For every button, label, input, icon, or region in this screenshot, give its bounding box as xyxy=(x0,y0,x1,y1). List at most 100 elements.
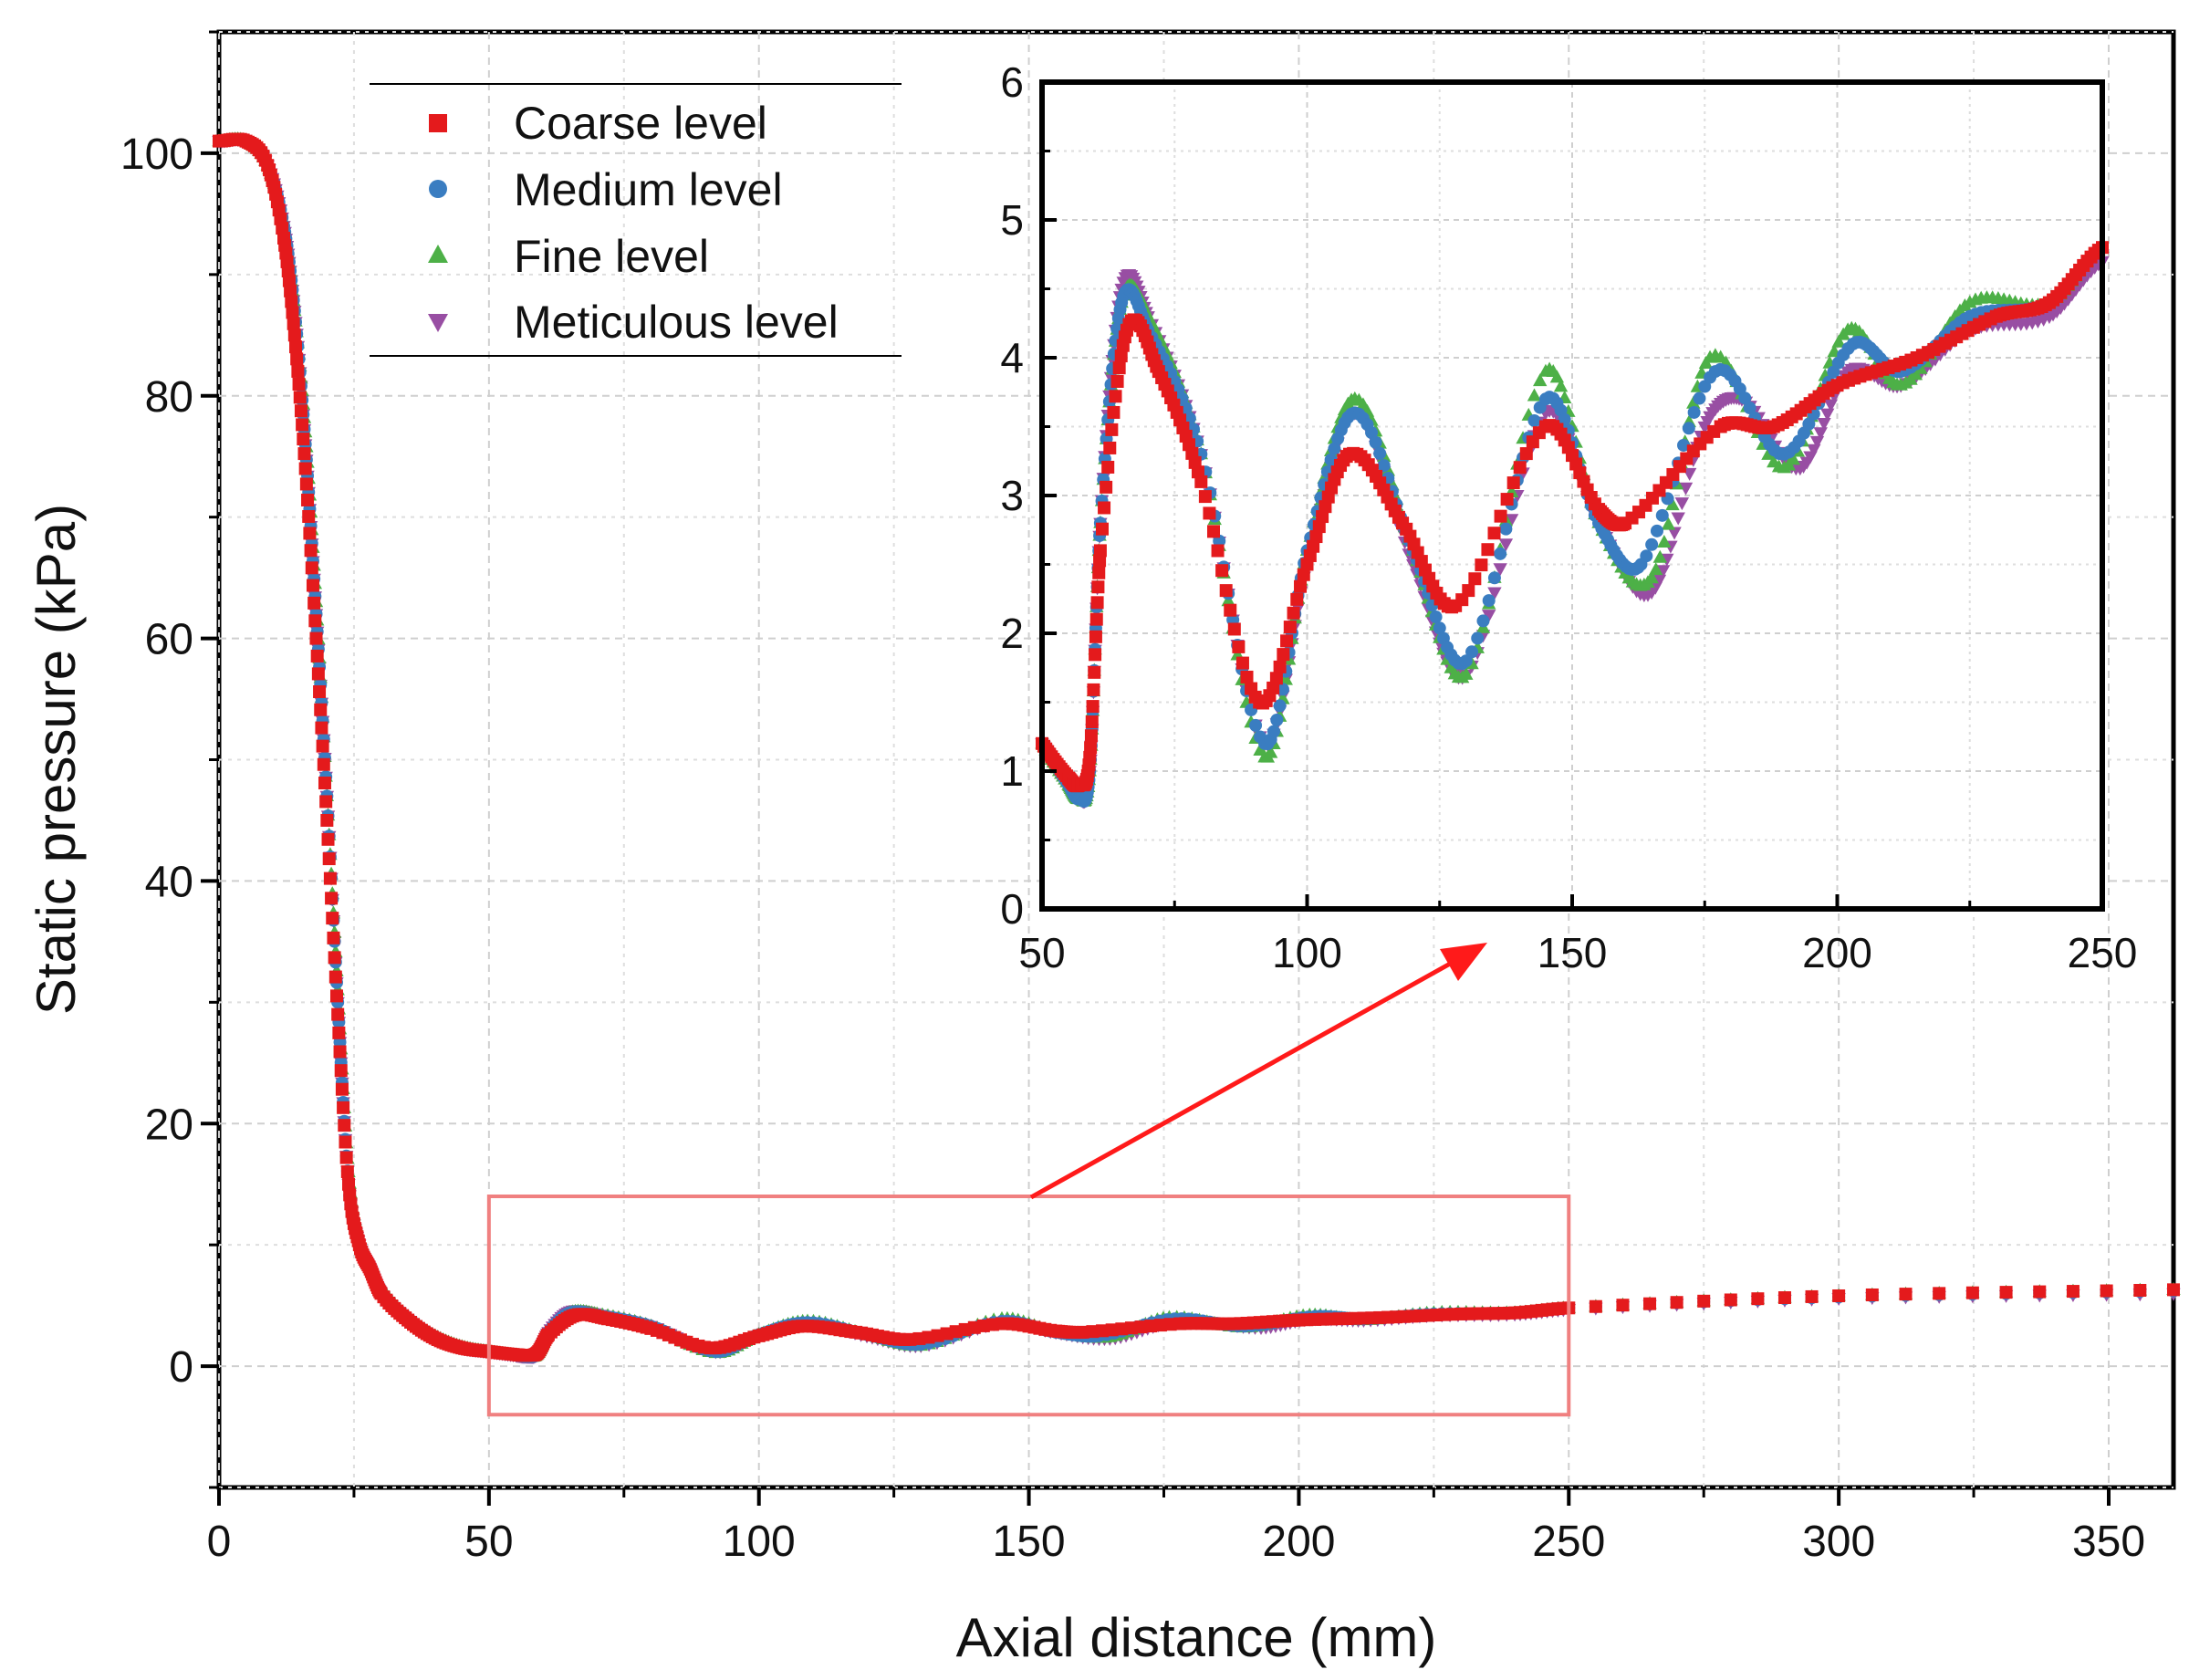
inset-point-medium-396 xyxy=(1482,594,1496,608)
main-point-coarse-319 xyxy=(1163,1318,1177,1331)
inset-x-tick-label-200: 200 xyxy=(1802,929,1872,976)
inset-point-fine-439 xyxy=(1665,497,1680,511)
inset-point-coarse-333 xyxy=(1240,670,1254,683)
main-x-tick-label-150: 150 xyxy=(993,1518,1066,1566)
inset-point-medium-455 xyxy=(1743,402,1756,415)
main-point-coarse-41 xyxy=(289,340,303,354)
inset-point-meticulous-443 xyxy=(1678,482,1694,496)
inset-point-meticulous-436 xyxy=(1652,574,1667,588)
main-point-coarse-51 xyxy=(299,477,313,491)
inset-point-coarse-332 xyxy=(1235,656,1249,670)
inset-point-coarse-331 xyxy=(1232,640,1246,653)
inset-point-coarse-353 xyxy=(1309,530,1323,544)
inset-x-tick-label-100: 100 xyxy=(1272,929,1342,976)
main-point-coarse-56 xyxy=(305,561,318,575)
inset-point-coarse-269 xyxy=(1085,715,1099,729)
inset-point-fine-405 xyxy=(1533,373,1548,387)
inset-y-tick-label-4: 4 xyxy=(1000,334,1024,381)
main-point-coarse-47 xyxy=(296,418,309,432)
main-point-coarse-42 xyxy=(290,352,304,366)
main-point-coarse-46 xyxy=(294,404,308,418)
main-point-coarse-386 xyxy=(1724,1293,1737,1307)
main-point-coarse-88 xyxy=(339,1151,353,1164)
inset-point-coarse-322 xyxy=(1194,475,1208,488)
inset-point-coarse-282 xyxy=(1098,501,1111,515)
inset-point-coarse-402 xyxy=(1513,461,1527,475)
inset-point-meticulous-397 xyxy=(1487,587,1502,600)
inset-x-tick-label-150: 150 xyxy=(1538,929,1608,976)
inset-point-medium-395 xyxy=(1476,614,1490,628)
inset-point-meticulous-396 xyxy=(1482,610,1496,623)
main-y-tick-label-80: 80 xyxy=(145,373,193,422)
main-point-coarse-385 xyxy=(1697,1294,1711,1308)
main-point-coarse-317 xyxy=(1144,1320,1158,1333)
inset-point-medium-339 xyxy=(1266,725,1280,738)
inset-point-coarse-276 xyxy=(1090,596,1104,610)
inset-point-medium-467 xyxy=(1802,417,1816,431)
legend-label-coarse: Coarse level xyxy=(514,98,767,149)
main-point-coarse-80 xyxy=(331,1007,345,1021)
inset-point-coarse-325 xyxy=(1206,525,1220,538)
main-point-coarse-77 xyxy=(328,951,341,965)
inset-point-coarse-289 xyxy=(1110,374,1124,388)
main-point-coarse-36 xyxy=(284,284,297,297)
inset-point-meticulous-437 xyxy=(1655,565,1671,579)
inset-x-tick-label-250: 250 xyxy=(2068,929,2138,976)
inset-point-coarse-344 xyxy=(1280,634,1294,648)
inset-point-coarse-273 xyxy=(1089,648,1102,662)
main-point-coarse-40 xyxy=(287,329,301,342)
main-point-coarse-50 xyxy=(298,462,312,475)
main-point-coarse-390 xyxy=(1832,1289,1846,1302)
main-point-coarse-83 xyxy=(334,1064,348,1078)
inset-point-medium-368 xyxy=(1365,426,1379,440)
legend-marker-coarse xyxy=(429,114,447,132)
main-y-tick-label-0: 0 xyxy=(169,1343,193,1392)
inset-point-coarse-343 xyxy=(1277,648,1290,662)
inset-point-medium-399 xyxy=(1499,522,1513,536)
main-point-coarse-399 xyxy=(2133,1283,2147,1297)
legend-label-fine: Fine level xyxy=(514,231,709,282)
main-series-group xyxy=(212,131,2181,1365)
main-point-coarse-82 xyxy=(333,1045,347,1059)
main-point-coarse-49 xyxy=(297,447,311,461)
inset-point-coarse-290 xyxy=(1112,361,1126,375)
main-point-coarse-67 xyxy=(317,757,330,771)
main-point-coarse-85 xyxy=(337,1101,350,1114)
main-point-coarse-76 xyxy=(327,931,340,944)
inset-point-coarse-400 xyxy=(1500,493,1514,506)
inset-point-coarse-356 xyxy=(1319,500,1332,514)
main-point-coarse-29 xyxy=(276,222,289,235)
main-point-coarse-383 xyxy=(1643,1297,1657,1310)
inset-point-coarse-321 xyxy=(1191,465,1204,479)
main-point-coarse-388 xyxy=(1777,1291,1791,1305)
inset-point-coarse-403 xyxy=(1519,447,1533,461)
inset-point-medium-445 xyxy=(1693,391,1706,405)
inset-point-coarse-271 xyxy=(1087,683,1100,696)
main-x-tick-label-250: 250 xyxy=(1532,1518,1605,1566)
arrow-shaft xyxy=(1029,955,1462,1200)
inset-point-fine-392 xyxy=(1459,666,1474,680)
main-point-coarse-395 xyxy=(1999,1286,2013,1299)
inset-point-meticulous-398 xyxy=(1493,563,1507,577)
legend-marker-medium xyxy=(429,180,447,198)
inset-point-coarse-328 xyxy=(1219,584,1233,598)
inset-point-coarse-268 xyxy=(1084,729,1098,743)
main-point-coarse-389 xyxy=(1805,1289,1819,1303)
inset-point-fine-338 xyxy=(1263,745,1278,758)
inset-point-coarse-395 xyxy=(1468,572,1482,586)
main-point-coarse-400 xyxy=(2167,1283,2180,1297)
inset-point-coarse-346 xyxy=(1287,606,1300,620)
legend-label-meticulous: Meticulous level xyxy=(514,297,839,348)
inset-point-medium-397 xyxy=(1487,571,1501,585)
inset-point-coarse-327 xyxy=(1215,564,1229,578)
inset-point-coarse-285 xyxy=(1103,441,1117,454)
inset-point-medium-442 xyxy=(1677,438,1691,452)
inset-point-medium-334 xyxy=(1249,718,1263,732)
inset-point-meticulous-441 xyxy=(1671,512,1685,526)
inset-point-medium-369 xyxy=(1369,435,1382,449)
main-point-coarse-54 xyxy=(303,527,317,540)
main-point-coarse-393 xyxy=(1933,1287,1946,1300)
legend-markers xyxy=(428,114,448,332)
main-point-coarse-79 xyxy=(329,989,343,1003)
inset-point-medium-437 xyxy=(1650,524,1663,537)
